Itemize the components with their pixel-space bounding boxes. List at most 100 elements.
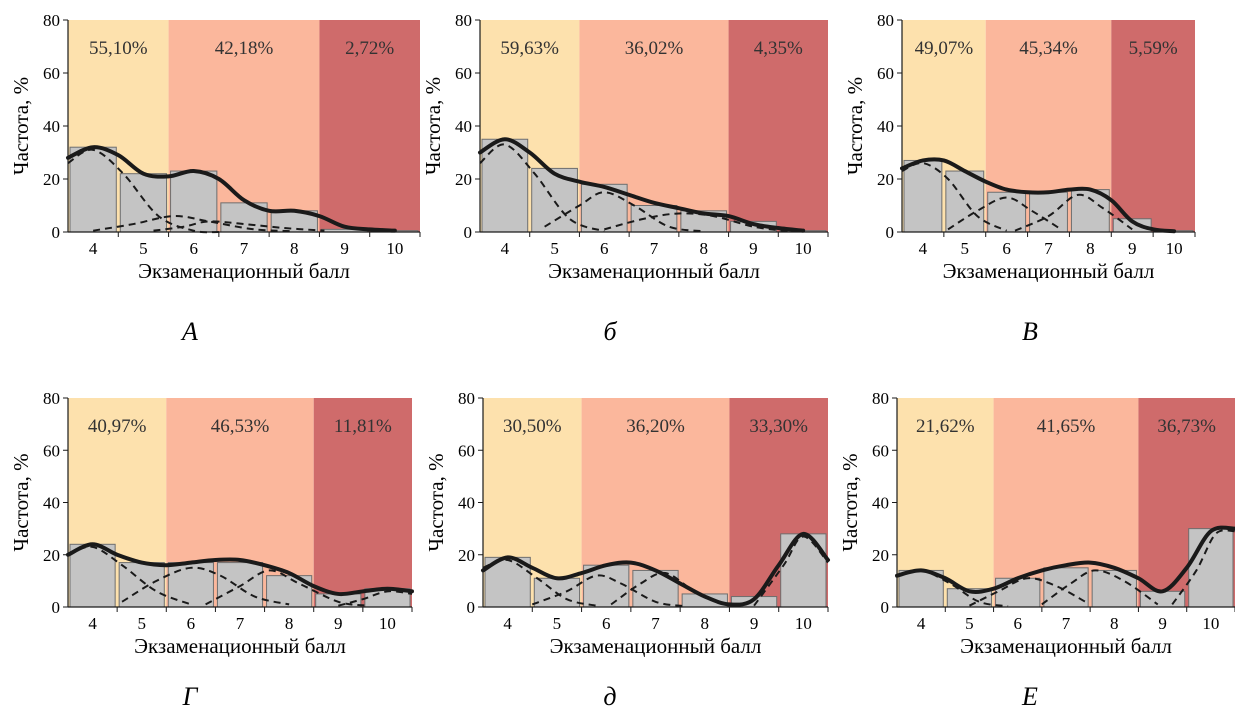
y-axis-title: Частота, % [424, 453, 448, 551]
x-tick-label: 7 [1062, 614, 1071, 633]
zone-percent-label: 59,63% [500, 38, 559, 59]
y-tick-label: 60 [458, 441, 475, 460]
bar [1139, 590, 1186, 608]
x-tick-label: 4 [89, 239, 98, 258]
component-curve [338, 590, 413, 607]
y-tick-label: 20 [458, 546, 475, 565]
component-curve [153, 220, 325, 232]
x-tick-label: 10 [1202, 614, 1219, 633]
zone-percent-label: 46,53% [211, 416, 270, 437]
x-tick-label: 7 [236, 614, 245, 633]
x-tick-label: 6 [602, 614, 611, 633]
bar [119, 173, 168, 233]
y-tick-label: 80 [877, 11, 894, 30]
zone-percent-label: 30,50% [503, 416, 562, 437]
y-tick-label: 0 [886, 223, 895, 242]
x-tick-label: 7 [1044, 239, 1053, 258]
bar [583, 564, 630, 608]
zone-band [313, 398, 412, 607]
x-tick-label: 5 [137, 614, 146, 633]
y-tick-label: 40 [458, 494, 475, 513]
y-tick-label: 60 [455, 64, 472, 83]
x-tick-label: 6 [1002, 239, 1011, 258]
component-curve [544, 191, 704, 233]
y-tick-label: 20 [43, 546, 60, 565]
y-axis-title: Частота, % [421, 77, 445, 175]
x-tick-label: 8 [699, 239, 708, 258]
chart-panel-1: 55,10% 42,18% 2,72% 0 20 40 60 80 4 5 6 7 8 9 10 Частот… [9, 11, 421, 346]
x-tick-label: 6 [189, 239, 198, 258]
component-curve [205, 569, 368, 607]
panel-label: д [603, 682, 616, 711]
y-axis-title: Частота, % [9, 77, 33, 175]
x-axis-title: Экзаменационный балл [134, 634, 346, 658]
x-tick-label: 9 [749, 239, 758, 258]
x-tick-label: 9 [340, 239, 349, 258]
x-tick-label: 9 [1128, 239, 1137, 258]
y-tick-label: 40 [43, 494, 60, 513]
x-tick-label: 4 [503, 614, 512, 633]
x-tick-label: 4 [917, 614, 926, 633]
bar [987, 191, 1027, 233]
x-tick-label: 4 [501, 239, 510, 258]
x-tick-label: 7 [240, 239, 249, 258]
x-tick-label: 10 [386, 239, 403, 258]
x-tick-label: 10 [1166, 239, 1183, 258]
bar [170, 170, 218, 233]
fit-curve [478, 137, 806, 233]
y-axis-title: Частота, % [838, 453, 862, 551]
x-tick-label: 5 [553, 614, 562, 633]
zone-percent-label: 55,10% [89, 38, 148, 59]
y-tick-label: 0 [467, 598, 476, 617]
x-axis-title: Экзаменационный балл [548, 259, 760, 283]
component-curve [1041, 569, 1159, 606]
y-tick-label: 80 [455, 11, 472, 30]
chart-panel-5: 30,50% 36,20% 33,30% 0 20 40 60 80 4 5 6 7 8 9 10 Часто… [424, 389, 830, 711]
zone-percent-label: 45,34% [1019, 38, 1078, 59]
zone-band [728, 20, 828, 232]
y-tick-label: 80 [872, 389, 889, 408]
y-tick-label: 0 [52, 223, 61, 242]
y-tick-label: 20 [43, 170, 60, 189]
y-tick-label: 40 [877, 117, 894, 136]
x-tick-label: 8 [701, 614, 710, 633]
bar [903, 159, 943, 233]
y-tick-label: 0 [52, 598, 61, 617]
x-tick-label: 7 [650, 239, 659, 258]
x-axis-title: Экзаменационный балл [138, 259, 350, 283]
panel-label: А [180, 317, 198, 346]
bar [995, 577, 1041, 608]
x-tick-label: 9 [334, 614, 343, 633]
bar [69, 543, 116, 608]
panel-label: Е [1021, 682, 1038, 711]
x-tick-label: 5 [550, 239, 559, 258]
y-tick-label: 60 [877, 64, 894, 83]
bar [216, 562, 264, 608]
component-curve [479, 143, 605, 233]
y-tick-label: 40 [872, 494, 889, 513]
chart-panel-3: 49,07% 45,34% 5,59% 0 20 40 60 80 4 5 6 7 8 9 10 Частот… [843, 11, 1196, 346]
x-tick-label: 8 [1086, 239, 1095, 258]
fit-curve [66, 542, 414, 597]
x-tick-label: 9 [750, 614, 759, 633]
component-curve [67, 148, 219, 234]
component-curve [1171, 529, 1235, 605]
bar [945, 170, 985, 233]
x-axis-title: Экзаменационный балл [550, 634, 762, 658]
x-tick-label: 5 [965, 614, 974, 633]
panel-label: б [603, 317, 617, 346]
zone-percent-label: 40,97% [88, 416, 147, 437]
fit-curve [900, 157, 1177, 234]
x-axis-title: Экзаменационный балл [943, 259, 1155, 283]
x-tick-label: 6 [600, 239, 609, 258]
y-tick-label: 80 [458, 389, 475, 408]
zone-band [319, 20, 420, 232]
y-tick-label: 60 [43, 64, 60, 83]
x-tick-label: 4 [919, 239, 928, 258]
fit-curve [481, 531, 830, 607]
zone-percent-label: 42,18% [215, 38, 274, 59]
x-tick-label: 8 [285, 614, 294, 633]
y-tick-label: 0 [881, 598, 890, 617]
y-tick-label: 60 [43, 441, 60, 460]
